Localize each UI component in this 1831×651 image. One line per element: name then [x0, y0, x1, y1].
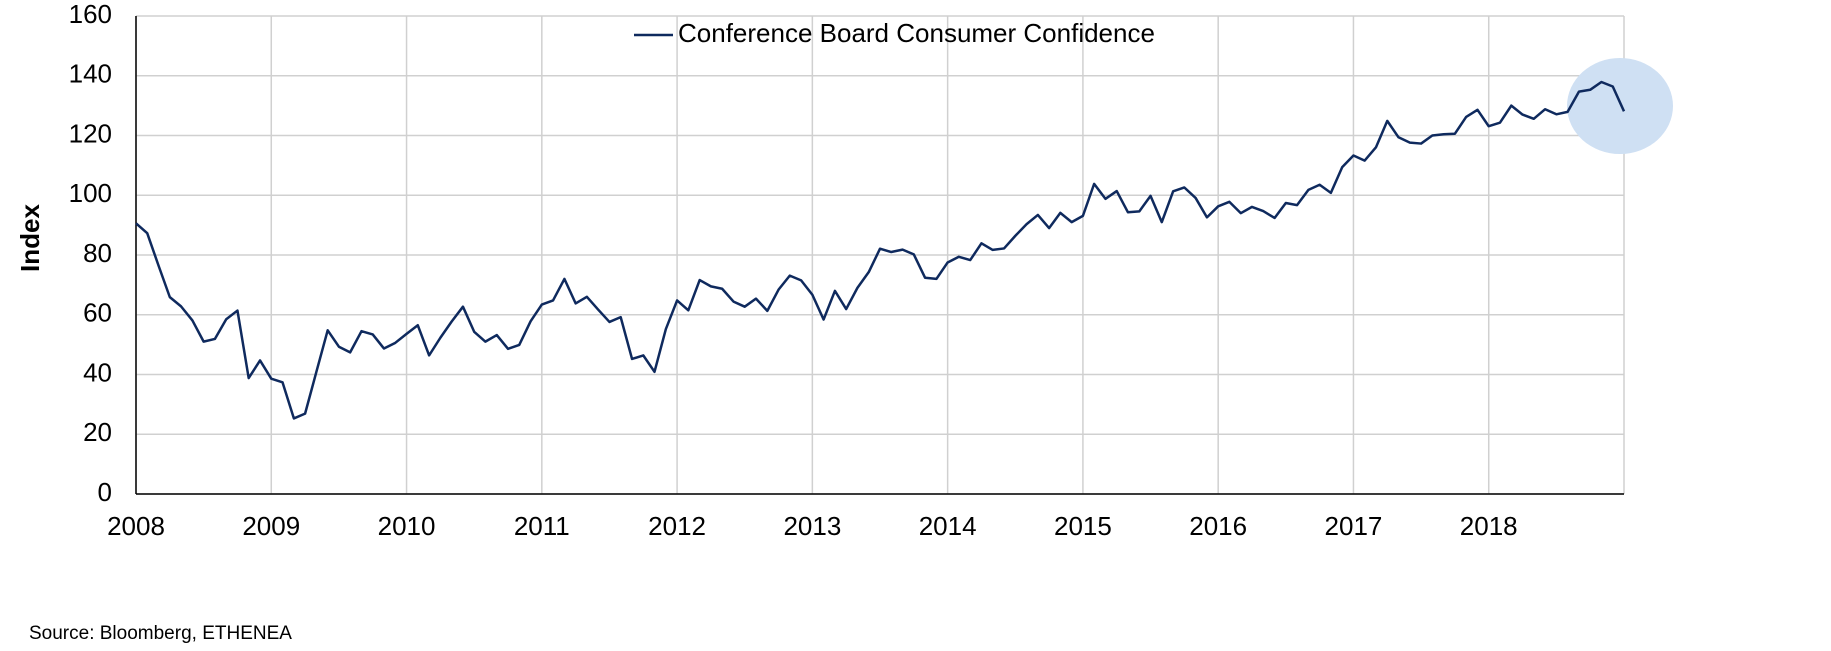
- x-tick-label: 2016: [1189, 511, 1247, 541]
- source-note: Source: Bloomberg, ETHENEA: [29, 623, 292, 644]
- y-tick-label: 40: [83, 357, 112, 387]
- x-tick-label: 2015: [1054, 511, 1112, 541]
- x-tick-label: 2011: [514, 511, 570, 541]
- y-axis-label: Index: [15, 204, 45, 272]
- y-tick-label: 160: [69, 0, 112, 29]
- y-tick-label: 100: [69, 178, 112, 208]
- x-tick-label: 2014: [919, 511, 977, 541]
- x-tick-label: 2010: [378, 511, 436, 541]
- y-tick-label: 120: [69, 118, 112, 148]
- y-tick-label: 20: [83, 417, 112, 447]
- y-tick-label: 80: [83, 238, 112, 268]
- series-line: [135, 80, 1626, 420]
- x-tick-label: 2008: [107, 511, 165, 541]
- x-tick-label: 2017: [1325, 511, 1383, 541]
- x-tick-label: 2013: [783, 511, 841, 541]
- y-tick-label: 60: [83, 298, 112, 328]
- x-tick-label: 2012: [648, 511, 706, 541]
- legend-label: Conference Board Consumer Confidence: [678, 18, 1155, 48]
- highlight: [1567, 58, 1673, 154]
- y-tick-label: 0: [98, 477, 112, 507]
- x-tick-label: 2009: [242, 511, 300, 541]
- x-tick-label: 2018: [1460, 511, 1518, 541]
- y-tick-label: 140: [69, 59, 112, 89]
